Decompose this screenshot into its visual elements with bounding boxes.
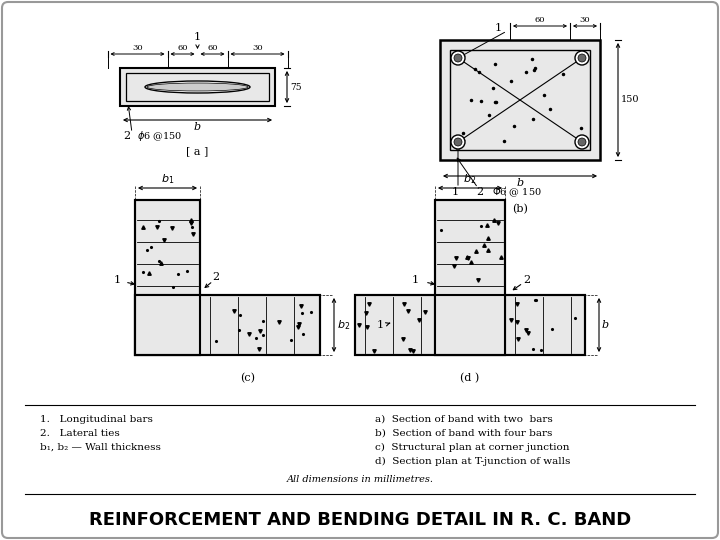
Bar — [135, 200, 200, 355]
Circle shape — [454, 54, 462, 62]
Text: REINFORCEMENT AND BENDING DETAIL IN R. C. BAND: REINFORCEMENT AND BENDING DETAIL IN R. C… — [89, 511, 631, 529]
Text: 2: 2 — [477, 187, 484, 197]
Text: 1: 1 — [377, 320, 384, 330]
Text: 1: 1 — [495, 23, 502, 33]
Text: 1: 1 — [194, 32, 201, 42]
Text: 30: 30 — [132, 44, 143, 52]
Text: 30: 30 — [252, 44, 263, 52]
Text: (c): (c) — [240, 373, 255, 383]
Circle shape — [451, 135, 465, 149]
Bar — [355, 295, 585, 355]
Text: b)  Section of band with four bars: b) Section of band with four bars — [375, 429, 552, 438]
Bar — [435, 200, 505, 355]
Text: 60: 60 — [177, 44, 188, 52]
Circle shape — [578, 54, 586, 62]
Bar — [355, 295, 585, 355]
Text: 2: 2 — [212, 272, 220, 282]
Text: All dimensions in millimetres.: All dimensions in millimetres. — [287, 475, 433, 484]
Text: 1: 1 — [451, 187, 459, 197]
Bar — [126, 73, 269, 101]
Text: (b): (b) — [512, 204, 528, 214]
Bar — [440, 40, 600, 160]
Ellipse shape — [145, 81, 250, 93]
Text: $\phi$6 @150: $\phi$6 @150 — [137, 129, 182, 143]
Bar — [435, 200, 505, 355]
Text: 150: 150 — [621, 96, 639, 105]
Text: 1: 1 — [114, 275, 120, 285]
Text: 2.   Lateral ties: 2. Lateral ties — [40, 429, 120, 438]
Text: 2: 2 — [523, 275, 531, 285]
Text: 1: 1 — [411, 275, 418, 285]
Circle shape — [454, 138, 462, 146]
Text: $b_1$: $b_1$ — [161, 172, 174, 186]
Text: b: b — [516, 178, 523, 188]
Bar — [450, 50, 590, 150]
Bar — [435, 295, 505, 355]
Circle shape — [575, 51, 589, 65]
Bar — [135, 295, 320, 355]
Text: 1.   Longitudinal bars: 1. Longitudinal bars — [40, 415, 153, 424]
Text: [ a ]: [ a ] — [186, 146, 209, 156]
Circle shape — [575, 135, 589, 149]
Text: $\Phi$6 @ 150: $\Phi$6 @ 150 — [492, 185, 541, 199]
Text: d)  Section plan at T-junction of walls: d) Section plan at T-junction of walls — [375, 457, 570, 466]
Text: 30: 30 — [580, 16, 590, 24]
Text: $b_2$: $b_2$ — [337, 318, 350, 332]
Text: 60: 60 — [535, 16, 545, 24]
Text: 2: 2 — [123, 131, 130, 141]
Text: b₁, b₂ — Wall thickness: b₁, b₂ — Wall thickness — [40, 443, 161, 452]
Text: 60: 60 — [207, 44, 217, 52]
Text: a)  Section of band with two  bars: a) Section of band with two bars — [375, 415, 553, 424]
Text: 75: 75 — [290, 83, 302, 91]
Bar — [135, 200, 200, 355]
Text: $b_2$: $b_2$ — [464, 172, 477, 186]
Bar — [120, 68, 275, 106]
Ellipse shape — [147, 83, 248, 91]
Circle shape — [578, 138, 586, 146]
Bar — [135, 295, 320, 355]
Text: c)  Structural plan at corner junction: c) Structural plan at corner junction — [375, 443, 570, 452]
Text: b: b — [602, 320, 609, 330]
Text: b: b — [194, 122, 201, 132]
Text: (d ): (d ) — [460, 373, 480, 383]
Circle shape — [451, 51, 465, 65]
Bar — [135, 295, 200, 355]
